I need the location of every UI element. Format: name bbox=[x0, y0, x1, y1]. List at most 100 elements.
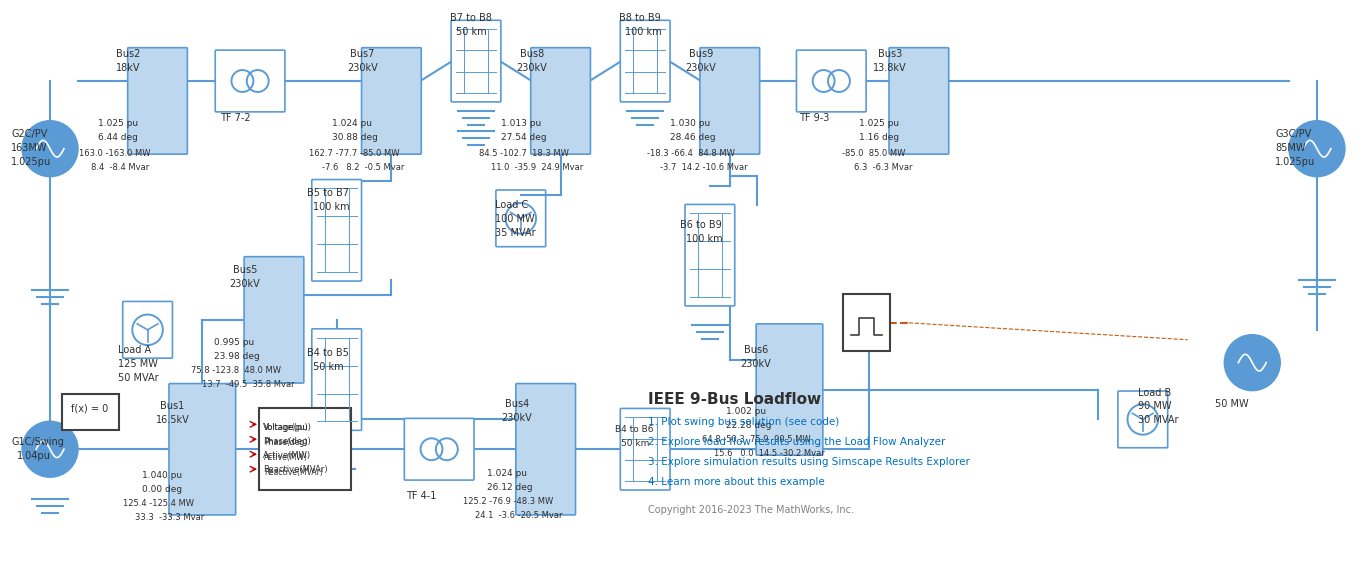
Text: 4. Learn more about this example: 4. Learn more about this example bbox=[648, 477, 824, 487]
Text: 50 MVAr: 50 MVAr bbox=[118, 372, 159, 382]
Text: 1.16 deg: 1.16 deg bbox=[858, 133, 899, 142]
FancyBboxPatch shape bbox=[215, 50, 284, 112]
Text: 50 km: 50 km bbox=[457, 27, 487, 37]
Text: 0.995 pu: 0.995 pu bbox=[215, 338, 254, 347]
Text: 22.28 deg: 22.28 deg bbox=[726, 421, 771, 430]
FancyBboxPatch shape bbox=[245, 257, 303, 383]
Text: -7.6   8.2  -0.5 Mvar: -7.6 8.2 -0.5 Mvar bbox=[321, 162, 405, 172]
Text: 11.0  -35.9  24.9 Mvar: 11.0 -35.9 24.9 Mvar bbox=[491, 162, 584, 172]
Circle shape bbox=[22, 421, 78, 477]
Text: Load B: Load B bbox=[1137, 388, 1172, 398]
Text: 85MW: 85MW bbox=[1275, 143, 1305, 152]
Text: Active(MW): Active(MW) bbox=[264, 453, 308, 462]
FancyBboxPatch shape bbox=[700, 48, 760, 154]
Text: 100 km: 100 km bbox=[686, 235, 723, 244]
Text: 230kV: 230kV bbox=[741, 359, 771, 368]
Text: TF 7-2: TF 7-2 bbox=[220, 113, 252, 123]
Text: B6 to B9: B6 to B9 bbox=[679, 221, 722, 230]
Text: 6.44 deg: 6.44 deg bbox=[98, 133, 138, 142]
Text: 15.6   0.0  14.5 -30.2 Mvar: 15.6 0.0 14.5 -30.2 Mvar bbox=[714, 449, 824, 458]
Text: 1.025pu: 1.025pu bbox=[1275, 157, 1315, 166]
Text: 23.98 deg: 23.98 deg bbox=[215, 352, 260, 361]
Text: 230kV: 230kV bbox=[347, 63, 377, 73]
Text: B4 to B6: B4 to B6 bbox=[615, 425, 653, 434]
FancyBboxPatch shape bbox=[621, 20, 670, 102]
Text: 100 km: 100 km bbox=[625, 27, 662, 37]
Text: 30 MVAr: 30 MVAr bbox=[1137, 416, 1178, 425]
Text: 1.002 pu: 1.002 pu bbox=[726, 407, 766, 417]
FancyBboxPatch shape bbox=[405, 418, 474, 480]
Text: G3C/PV: G3C/PV bbox=[1275, 129, 1311, 139]
Text: B8 to B9: B8 to B9 bbox=[619, 13, 662, 23]
Text: 1.030 pu: 1.030 pu bbox=[670, 119, 711, 128]
FancyBboxPatch shape bbox=[312, 329, 361, 430]
Text: 64.8 -50.3  75.9 -90.5 MW: 64.8 -50.3 75.9 -90.5 MW bbox=[701, 435, 811, 444]
Text: Voltage(pu): Voltage(pu) bbox=[262, 423, 312, 432]
Text: 16.5kV: 16.5kV bbox=[156, 416, 189, 425]
Text: Load C: Load C bbox=[495, 200, 528, 211]
FancyBboxPatch shape bbox=[621, 409, 670, 490]
Text: 26.12 deg: 26.12 deg bbox=[487, 483, 533, 492]
Text: 1.024 pu: 1.024 pu bbox=[487, 469, 526, 478]
FancyBboxPatch shape bbox=[312, 179, 361, 281]
Text: 27.54 deg: 27.54 deg bbox=[500, 133, 547, 142]
FancyBboxPatch shape bbox=[170, 384, 235, 515]
Text: 50 MW: 50 MW bbox=[1215, 399, 1249, 410]
Text: 1.013 pu: 1.013 pu bbox=[500, 119, 541, 128]
Text: 125.4 -125.4 MW: 125.4 -125.4 MW bbox=[123, 499, 194, 508]
Text: Bus8: Bus8 bbox=[519, 49, 544, 59]
Text: 1.025pu: 1.025pu bbox=[11, 157, 52, 166]
Text: 1.040 pu: 1.040 pu bbox=[142, 471, 182, 480]
Text: 1.04pu: 1.04pu bbox=[18, 451, 51, 461]
Text: 13.7  -49.5  35.8 Mvar: 13.7 -49.5 35.8 Mvar bbox=[202, 379, 295, 389]
Text: 230kV: 230kV bbox=[230, 279, 261, 289]
Text: 100 MW: 100 MW bbox=[495, 214, 534, 225]
Text: 230kV: 230kV bbox=[685, 63, 716, 73]
Text: Reactive(MVAr): Reactive(MVAr) bbox=[264, 468, 323, 477]
Text: 230kV: 230kV bbox=[517, 63, 547, 73]
Text: B7 to B8: B7 to B8 bbox=[450, 13, 492, 23]
Text: -3.7  14.2 -10.6 Mvar: -3.7 14.2 -10.6 Mvar bbox=[660, 162, 748, 172]
Circle shape bbox=[1289, 121, 1345, 176]
Text: TF 4-1: TF 4-1 bbox=[406, 491, 436, 501]
Text: 230kV: 230kV bbox=[502, 413, 532, 424]
Text: 3. Explore simulation results using Simscape Results Explorer: 3. Explore simulation results using Sims… bbox=[648, 457, 971, 467]
Text: Load A: Load A bbox=[118, 345, 150, 355]
Text: 75.8 -123.8  48.0 MW: 75.8 -123.8 48.0 MW bbox=[191, 365, 282, 375]
Text: Voltage(pu): Voltage(pu) bbox=[264, 423, 309, 432]
FancyBboxPatch shape bbox=[756, 324, 823, 455]
Text: -18.3 -66.4  84.8 MW: -18.3 -66.4 84.8 MW bbox=[647, 148, 735, 158]
Text: 2. Explore load flow results using the Load Flow Analyzer: 2. Explore load flow results using the L… bbox=[648, 437, 946, 448]
Text: 33.3  -33.3 Mvar: 33.3 -33.3 Mvar bbox=[134, 513, 204, 522]
FancyBboxPatch shape bbox=[62, 393, 119, 430]
Text: 30.88 deg: 30.88 deg bbox=[332, 133, 377, 142]
Text: 1. Plot swing bus solution (see code): 1. Plot swing bus solution (see code) bbox=[648, 417, 839, 427]
Text: 1.024 pu: 1.024 pu bbox=[332, 119, 372, 128]
Text: 0.00 deg: 0.00 deg bbox=[142, 485, 182, 494]
FancyBboxPatch shape bbox=[797, 50, 867, 112]
Text: 125.2 -76.9 -48.3 MW: 125.2 -76.9 -48.3 MW bbox=[463, 497, 554, 506]
Circle shape bbox=[22, 121, 78, 176]
FancyBboxPatch shape bbox=[127, 48, 187, 154]
Text: 100 km: 100 km bbox=[313, 203, 350, 212]
FancyBboxPatch shape bbox=[258, 409, 350, 490]
FancyBboxPatch shape bbox=[843, 294, 890, 351]
Text: 1.025 pu: 1.025 pu bbox=[98, 119, 138, 128]
Text: 90 MW: 90 MW bbox=[1137, 402, 1172, 411]
Text: 8.4  -8.4 Mvar: 8.4 -8.4 Mvar bbox=[90, 162, 149, 172]
Text: G2C/PV: G2C/PV bbox=[11, 129, 48, 139]
FancyBboxPatch shape bbox=[451, 20, 500, 102]
FancyBboxPatch shape bbox=[530, 48, 591, 154]
Text: 24.1  -3.6 -20.5 Mvar: 24.1 -3.6 -20.5 Mvar bbox=[474, 511, 562, 520]
Text: 162.7 -77.7 -85.0 MW: 162.7 -77.7 -85.0 MW bbox=[309, 148, 399, 158]
Text: Reactive(MVAr): Reactive(MVAr) bbox=[262, 465, 328, 474]
Text: G1C/Swing: G1C/Swing bbox=[11, 437, 64, 448]
Text: 84.5 -102.7  18.3 MW: 84.5 -102.7 18.3 MW bbox=[478, 148, 569, 158]
Text: 50 km: 50 km bbox=[621, 439, 649, 448]
Text: Bus6: Bus6 bbox=[744, 345, 768, 355]
Text: Bus4: Bus4 bbox=[504, 399, 529, 410]
Text: Copyright 2016-2023 The MathWorks, Inc.: Copyright 2016-2023 The MathWorks, Inc. bbox=[648, 505, 854, 515]
Text: TF 9-3: TF 9-3 bbox=[800, 113, 830, 123]
Text: B4 to B5: B4 to B5 bbox=[306, 347, 349, 358]
Text: Bus3: Bus3 bbox=[878, 49, 902, 59]
